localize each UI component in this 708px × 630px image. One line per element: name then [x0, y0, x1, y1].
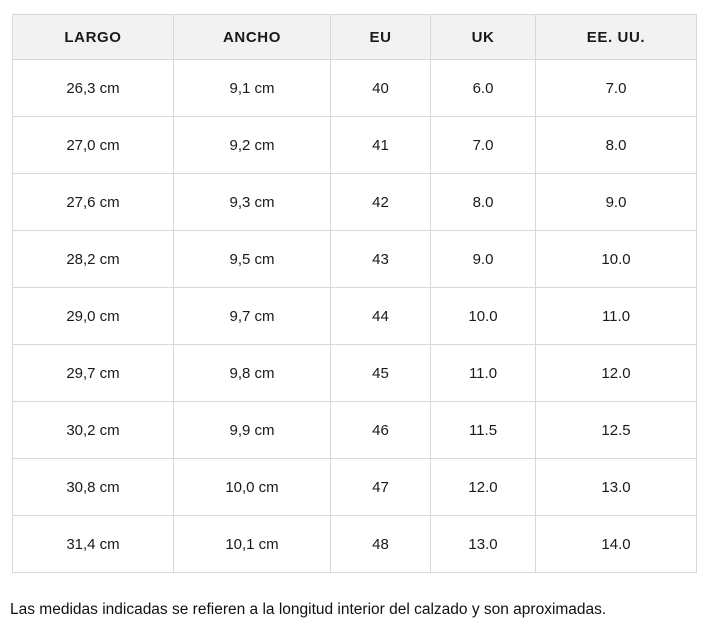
cell-largo: 26,3 cm [12, 59, 174, 117]
cell-ancho: 9,8 cm [173, 344, 331, 402]
size-chart-header: LARGO ANCHO EU UK EE. UU. [12, 14, 697, 60]
cell-ee-uu: 10.0 [535, 230, 697, 288]
cell-uk: 10.0 [430, 287, 536, 345]
cell-ancho: 9,7 cm [173, 287, 331, 345]
table-row: 30,2 cm 9,9 cm 46 11.5 12.5 [12, 401, 697, 459]
size-chart: LARGO ANCHO EU UK EE. UU. 26,3 cm 9,1 cm… [12, 14, 697, 573]
cell-uk: 6.0 [430, 59, 536, 117]
cell-ee-uu: 11.0 [535, 287, 697, 345]
cell-uk: 11.0 [430, 344, 536, 402]
cell-largo: 30,2 cm [12, 401, 174, 459]
cell-eu: 45 [330, 344, 431, 402]
cell-uk: 12.0 [430, 458, 536, 516]
cell-ancho: 9,2 cm [173, 116, 331, 174]
table-row: 27,0 cm 9,2 cm 41 7.0 8.0 [12, 116, 697, 174]
table-row: 31,4 cm 10,1 cm 48 13.0 14.0 [12, 515, 697, 573]
column-header-largo: LARGO [12, 14, 174, 60]
table-row: 26,3 cm 9,1 cm 40 6.0 7.0 [12, 59, 697, 117]
cell-ancho: 9,3 cm [173, 173, 331, 231]
cell-eu: 44 [330, 287, 431, 345]
table-row: 28,2 cm 9,5 cm 43 9.0 10.0 [12, 230, 697, 288]
column-header-uk: UK [430, 14, 536, 60]
cell-largo: 29,0 cm [12, 287, 174, 345]
table-row: 27,6 cm 9,3 cm 42 8.0 9.0 [12, 173, 697, 231]
table-row: 29,0 cm 9,7 cm 44 10.0 11.0 [12, 287, 697, 345]
size-chart-table: LARGO ANCHO EU UK EE. UU. 26,3 cm 9,1 cm… [12, 14, 697, 573]
cell-ancho: 9,1 cm [173, 59, 331, 117]
column-header-eu: EU [330, 14, 431, 60]
cell-eu: 42 [330, 173, 431, 231]
cell-largo: 31,4 cm [12, 515, 174, 573]
cell-eu: 41 [330, 116, 431, 174]
column-header-ancho: ANCHO [173, 14, 331, 60]
cell-uk: 8.0 [430, 173, 536, 231]
cell-ancho: 9,9 cm [173, 401, 331, 459]
cell-largo: 30,8 cm [12, 458, 174, 516]
cell-ee-uu: 14.0 [535, 515, 697, 573]
cell-ee-uu: 7.0 [535, 59, 697, 117]
cell-ee-uu: 9.0 [535, 173, 697, 231]
size-chart-body: 26,3 cm 9,1 cm 40 6.0 7.0 27,0 cm 9,2 cm… [12, 59, 697, 573]
column-header-ee-uu: EE. UU. [535, 14, 697, 60]
size-chart-footnote: Las medidas indicadas se refieren a la l… [10, 601, 607, 618]
cell-ancho: 10,1 cm [173, 515, 331, 573]
cell-eu: 47 [330, 458, 431, 516]
cell-uk: 13.0 [430, 515, 536, 573]
table-row: 29,7 cm 9,8 cm 45 11.0 12.0 [12, 344, 697, 402]
cell-ee-uu: 12.0 [535, 344, 697, 402]
cell-ee-uu: 13.0 [535, 458, 697, 516]
cell-uk: 11.5 [430, 401, 536, 459]
cell-ancho: 10,0 cm [173, 458, 331, 516]
table-row: 30,8 cm 10,0 cm 47 12.0 13.0 [12, 458, 697, 516]
cell-ee-uu: 12.5 [535, 401, 697, 459]
cell-largo: 27,0 cm [12, 116, 174, 174]
cell-eu: 40 [330, 59, 431, 117]
cell-eu: 43 [330, 230, 431, 288]
header-row: LARGO ANCHO EU UK EE. UU. [12, 14, 697, 60]
cell-eu: 48 [330, 515, 431, 573]
cell-ee-uu: 8.0 [535, 116, 697, 174]
cell-largo: 29,7 cm [12, 344, 174, 402]
cell-eu: 46 [330, 401, 431, 459]
cell-uk: 7.0 [430, 116, 536, 174]
cell-uk: 9.0 [430, 230, 536, 288]
cell-largo: 27,6 cm [12, 173, 174, 231]
cell-largo: 28,2 cm [12, 230, 174, 288]
cell-ancho: 9,5 cm [173, 230, 331, 288]
